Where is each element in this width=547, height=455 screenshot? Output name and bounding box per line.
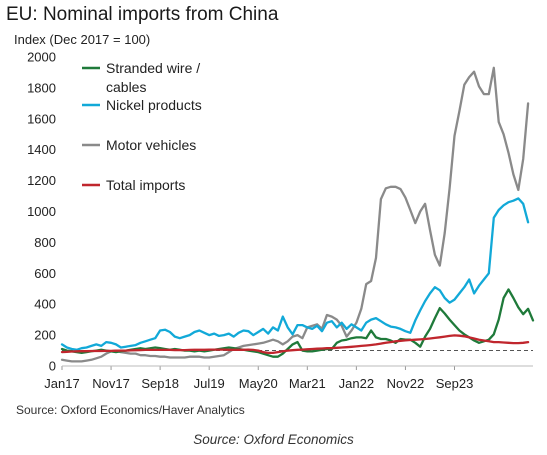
chart-title: EU: Nominal imports from China <box>6 4 279 25</box>
y-tick-label: 1200 <box>27 173 56 188</box>
x-tick-label: Jan17 <box>44 376 79 391</box>
y-tick-label: 600 <box>34 266 56 281</box>
x-tick-label: Jul19 <box>194 376 225 391</box>
y-axis-label: Index (Dec 2017 = 100) <box>14 32 151 47</box>
legend-label-total-imports: Total imports <box>106 177 185 193</box>
y-tick-label: 0 <box>49 359 56 374</box>
legend-label-motor-vehicles: Motor vehicles <box>106 137 196 153</box>
legend: Stranded wire / cables Nickel products Moto… <box>82 60 202 193</box>
legend-label-nickel-products: Nickel products <box>106 97 202 113</box>
x-tick-label: Nov17 <box>92 376 130 391</box>
x-axis-ticks: Jan17 Nov17 Sep18 Jul19 May20 Mar21 Jan22 Nov22… <box>44 366 473 391</box>
series-line-stranded-wire-cables <box>60 288 535 358</box>
x-tick-label: Sep18 <box>141 376 179 391</box>
x-tick-label: Jan22 <box>339 376 374 391</box>
y-tick-label: 2000 <box>27 50 56 65</box>
y-tick-label: 1000 <box>27 204 56 219</box>
legend-label-stranded-wire-cables: Stranded wire / cables <box>106 60 200 95</box>
y-tick-label: 800 <box>34 235 56 250</box>
x-tick-label: Mar21 <box>289 376 326 391</box>
y-tick-label: 200 <box>34 328 56 343</box>
line-chart: 0 200 400 600 800 1000 1200 1400 1600 1800 2000 Ja… <box>27 50 535 391</box>
series-line-motor-vehicles <box>60 66 530 363</box>
y-tick-label: 400 <box>34 297 56 312</box>
series-lines <box>60 66 535 363</box>
source-note: Source: Oxford Economics/Haver Analytics <box>16 403 245 417</box>
y-tick-label: 1600 <box>27 111 56 126</box>
x-tick-label: May20 <box>239 376 278 391</box>
series-line-total-imports <box>60 334 530 355</box>
y-tick-label: 1800 <box>27 80 56 95</box>
y-axis-ticks: 0 200 400 600 800 1000 1200 1400 1600 1800 2000 <box>27 50 56 374</box>
series-line-nickel-products <box>60 197 530 351</box>
x-tick-label: Nov22 <box>387 376 425 391</box>
source-footer: Source: Oxford Economics <box>193 432 354 447</box>
x-tick-label: Sep23 <box>436 376 474 391</box>
y-tick-label: 1400 <box>27 142 56 157</box>
